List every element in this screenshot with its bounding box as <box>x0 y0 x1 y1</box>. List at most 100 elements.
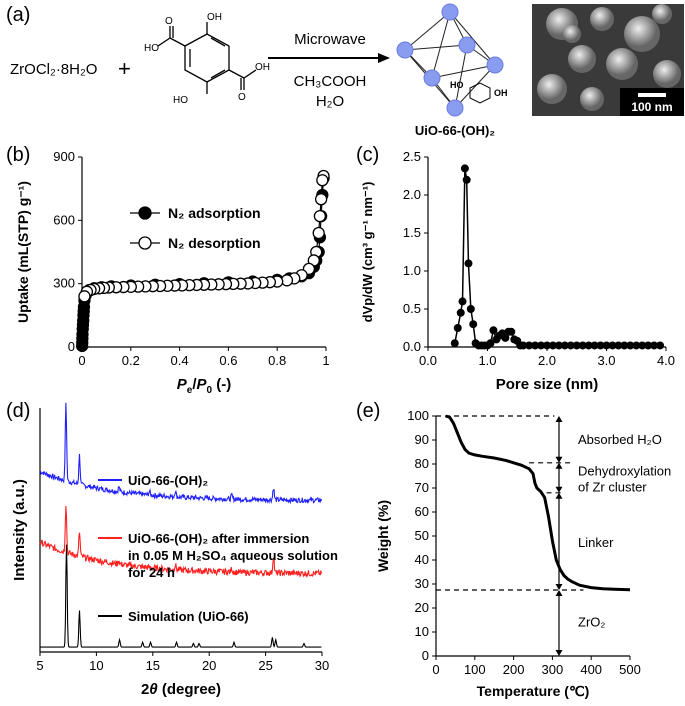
mof-oh-label: OH <box>494 88 508 98</box>
chart-c-point <box>543 341 551 350</box>
chart-e-y-tick-label: 90 <box>415 432 429 447</box>
chart-c-point <box>650 341 659 350</box>
ligand-oh-top: OH <box>207 12 222 23</box>
chart-d-x-label: 2θ (degree) <box>141 681 221 698</box>
chart-c-point <box>566 341 575 350</box>
sem-image: 100 nm <box>532 4 684 116</box>
chart-b-y-tick-label: 600 <box>53 212 75 227</box>
chart-b-y-tick-label: 900 <box>53 149 75 164</box>
chart-e-label-dehydroxylation: Dehydroxylation <box>578 464 671 479</box>
chart-c-point <box>578 341 587 350</box>
chart-b-desorption-point <box>312 226 325 240</box>
chart-c-point <box>469 320 478 329</box>
chart-pore-size-distribution: 0.0 1.0 2.0 3.0 4.0 0.0 0.5 1.0 1.5 2.0 2.5 Pore si… <box>360 149 675 393</box>
chart-b-x-tick-label: 0.2 <box>122 353 140 368</box>
chart-c-point <box>596 341 605 350</box>
chart-e-arrowhead <box>555 456 563 463</box>
mof-linker-ring <box>469 82 491 104</box>
chart-b-legend-marker <box>138 206 152 220</box>
chart-b-legend-marker <box>138 236 152 250</box>
chart-e-x-tick-label: 400 <box>580 662 602 677</box>
chart-c-point <box>620 341 629 350</box>
chart-n2-isotherm: 0 0.2 0.4 0.6 0.8 1 0 300 600 900 N₂ adsorption N₂ … <box>15 149 330 395</box>
chart-c-point <box>466 305 475 313</box>
chart-c-y-tick-label: 2.5 <box>403 149 421 164</box>
chart-b-y-tick-label: 300 <box>53 276 75 291</box>
arrow-top-label: Microwave <box>294 31 366 48</box>
chart-c-y-tick-label: 1.0 <box>403 263 421 278</box>
chart-d-legend-label: Simulation (UiO-66) <box>128 609 249 624</box>
chart-e-x-tick-label: 500 <box>619 662 641 677</box>
ligand-o-right: O <box>238 92 246 103</box>
chart-c-point <box>519 341 528 350</box>
chart-c-point <box>462 175 471 184</box>
chart-c-x-tick-label: 0.0 <box>419 353 437 368</box>
chart-e-label-absorbed-water: Absorbed H₂O <box>578 432 662 447</box>
chart-c-point <box>458 297 467 306</box>
mof-ho-label: HO <box>450 80 464 90</box>
chart-e-arrowhead <box>555 590 563 596</box>
chart-c-series-line <box>454 168 661 347</box>
chart-d-legend-label: UiO-66-(OH)₂ after immersion <box>128 531 309 546</box>
scale-bar-label: 100 nm <box>631 100 672 114</box>
chart-c-point <box>608 341 617 350</box>
chart-e-axes: 0 100 200 300 400 500 0 10 20 30 40 50 60 70 80 90 100 <box>407 408 641 677</box>
chart-b-axes: 0 0.2 0.4 0.6 0.8 1 0 300 600 900 <box>53 149 329 368</box>
chart-c-point <box>644 341 653 350</box>
chart-b-legend-label: N₂ desorption <box>168 235 261 251</box>
chart-e-series-line <box>445 414 631 592</box>
chart-e-y-label: Weight (%) <box>375 500 391 572</box>
chart-c-point <box>525 341 534 350</box>
chart-c-point <box>548 341 557 350</box>
chart-e-arrowhead <box>555 462 563 469</box>
chart-c-point <box>489 326 498 335</box>
chart-d-axes: 5 10 15 20 25 30 <box>36 408 329 673</box>
chart-e-label-zro2: ZrO₂ <box>578 614 605 629</box>
chart-e-y-tick-label: 70 <box>415 480 429 495</box>
chart-e-y-tick-label: 80 <box>415 456 429 471</box>
chart-c-point <box>584 341 593 350</box>
chart-c-point <box>638 341 647 350</box>
synthesis-scheme: ZrOCl₂·8H₂O + OH HO HO O O OH Microwave … <box>10 3 508 138</box>
chart-c-point <box>626 341 635 350</box>
chart-c-point <box>464 259 473 268</box>
chart-c-x-tick-label: 1.0 <box>478 353 496 368</box>
chart-d-x-tick-label: 20 <box>202 658 216 673</box>
arrow-bottom-label-2: H₂O <box>316 93 344 110</box>
chart-e-arrowhead <box>555 486 563 493</box>
chart-e-arrowhead <box>555 416 563 422</box>
chart-b-x-label: Pe/P0 (-) <box>177 376 231 395</box>
chart-c-point <box>632 341 641 350</box>
chart-e-y-tick-label: 10 <box>415 624 429 639</box>
chart-c-point <box>614 341 623 350</box>
chart-e-label-linker: Linker <box>578 535 614 550</box>
chart-c-x-label: Pore size (nm) <box>496 376 599 393</box>
chart-e-y-tick-label: 60 <box>415 504 429 519</box>
chart-tga: 0 100 200 300 400 500 0 10 20 30 40 50 60 70 80 90 100 Ab… <box>375 408 671 699</box>
ligand-o-left: O <box>165 16 173 27</box>
chart-c-y-tick-label: 0.5 <box>403 301 421 316</box>
chart-b-x-tick-label: 0 <box>78 353 85 368</box>
chart-c-point <box>572 341 581 350</box>
chart-b-y-label: Uptake (mL(STP) g⁻¹) <box>15 181 31 323</box>
chart-b-legend-label: N₂ adsorption <box>168 205 261 221</box>
chart-b-x-tick-label: 0.8 <box>268 353 286 368</box>
chart-e-arrowhead <box>555 650 563 656</box>
panel-label-a: (a) <box>6 4 31 26</box>
chart-d-series-2 <box>40 544 322 648</box>
chart-c-point <box>602 341 611 350</box>
chart-b-x-tick-label: 0.6 <box>219 353 237 368</box>
chart-c-point <box>501 333 510 342</box>
plus-sign: + <box>118 56 131 81</box>
chart-c-y-tick-label: 2.0 <box>403 187 421 202</box>
chart-xrd-patterns: 5 10 15 20 25 30 UiO-66-(OH)₂ UiO-66-(OH)₂ afte… <box>11 402 338 698</box>
chart-c-y-tick-label: 1.5 <box>403 225 421 240</box>
panel-label-c: (c) <box>356 144 380 166</box>
chart-b-desorption-point <box>316 174 329 187</box>
chart-c-point <box>460 164 469 173</box>
chart-c-point <box>456 308 465 317</box>
chart-c-point <box>560 341 569 350</box>
chart-c-x-tick-label: 3.0 <box>597 353 615 368</box>
chart-e-y-tick-label: 20 <box>415 600 429 615</box>
chart-d-legend-label-line2: in 0.05 M H₂SO₄ aqueous solution <box>128 548 338 563</box>
